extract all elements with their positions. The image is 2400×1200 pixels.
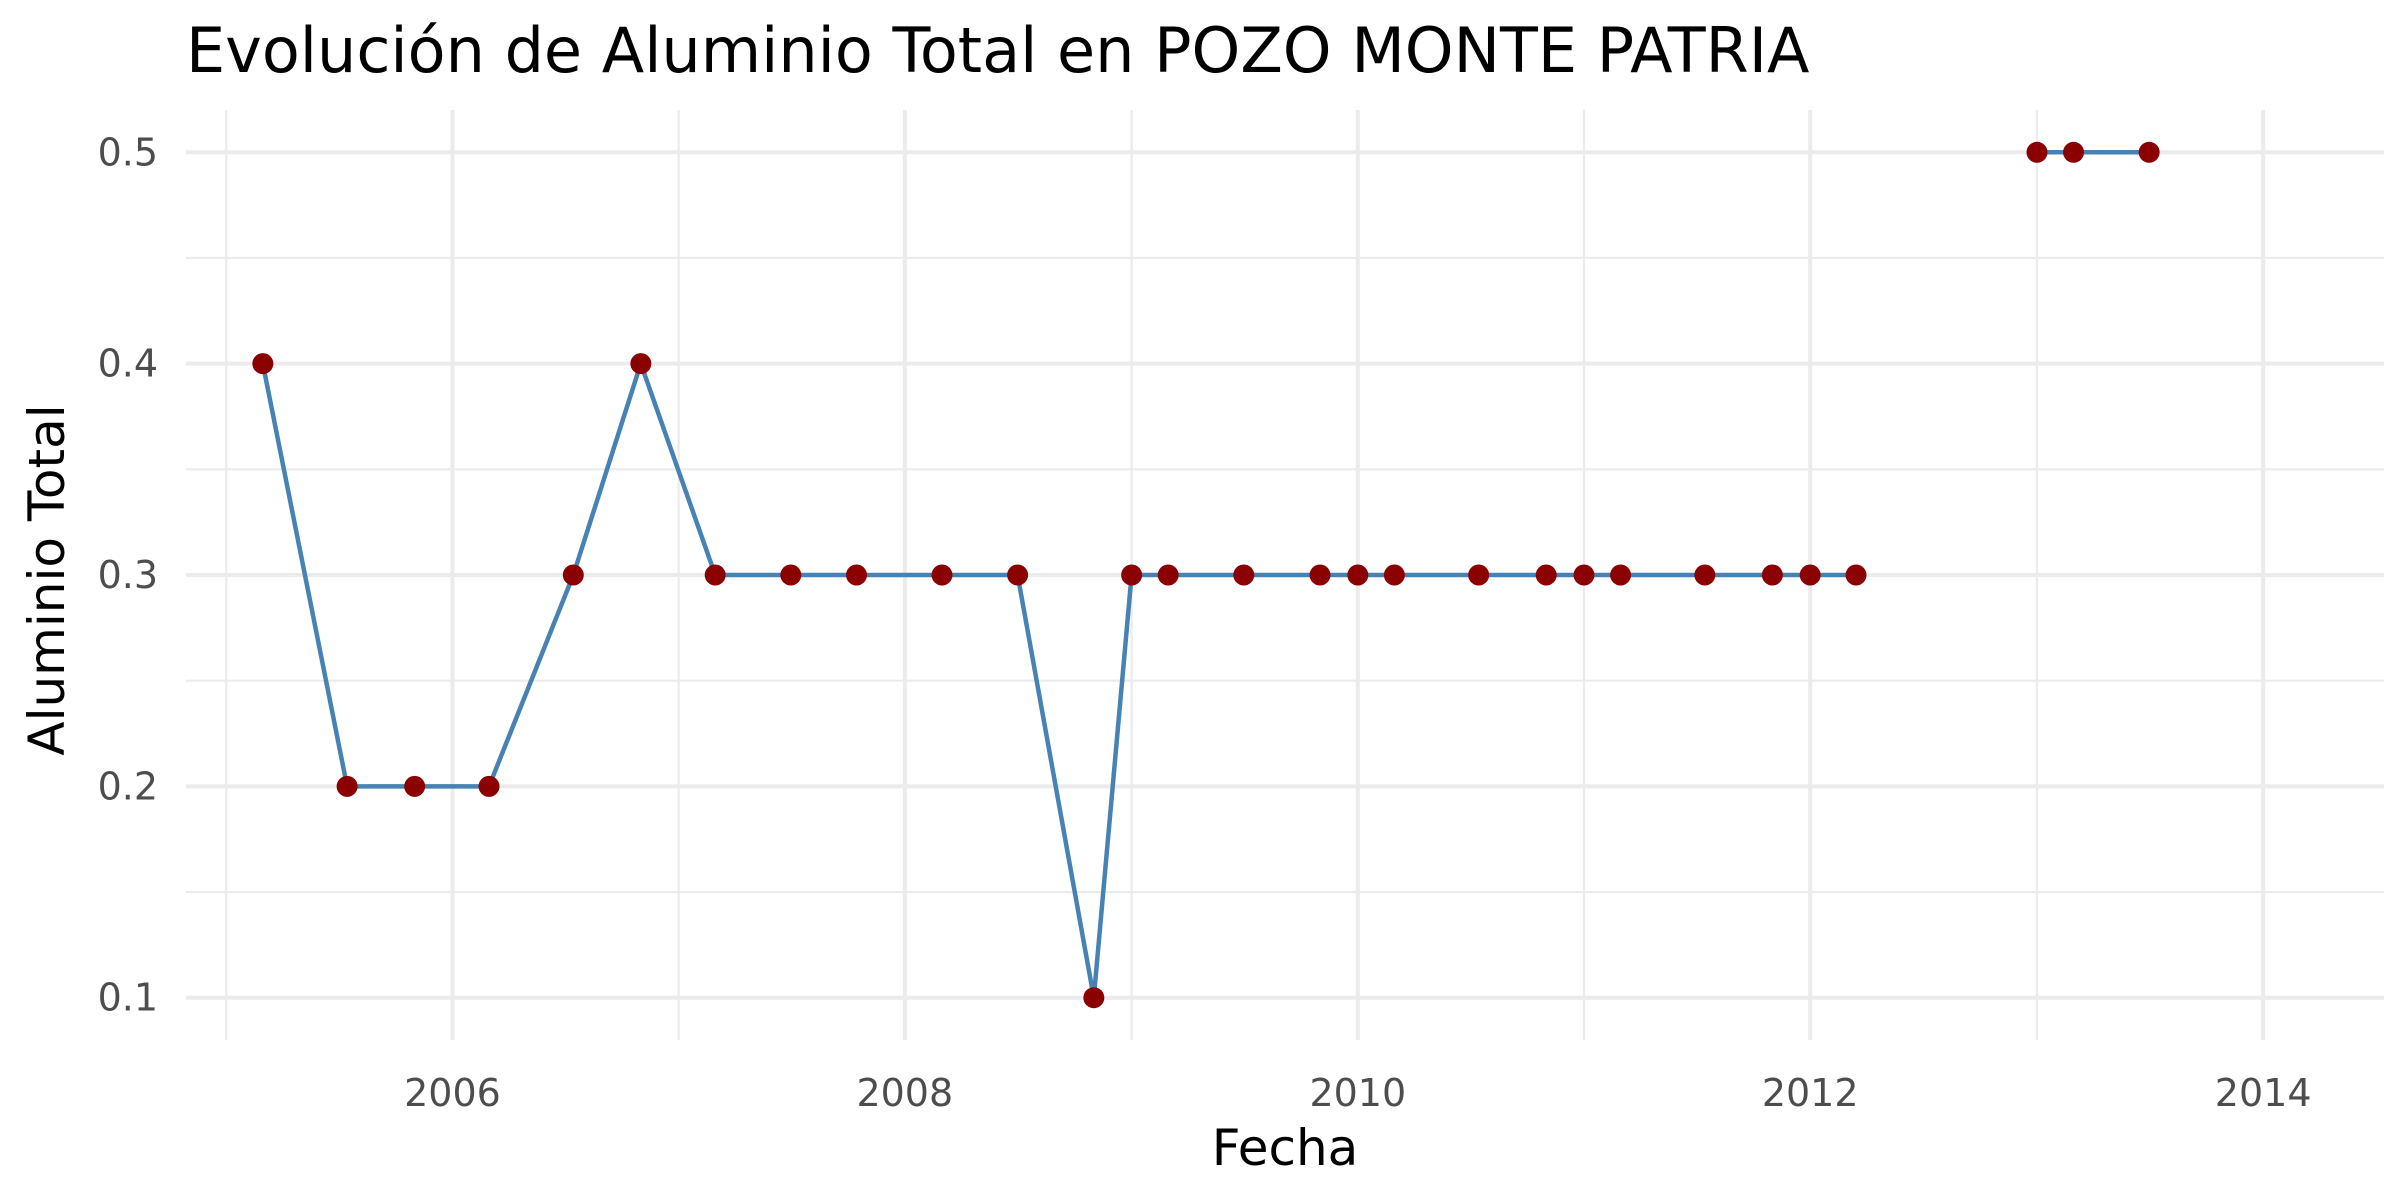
data-point <box>630 353 652 375</box>
y-tick-label: 0.5 <box>98 130 158 174</box>
data-point <box>1347 564 1369 586</box>
data-point <box>780 564 802 586</box>
data-point <box>931 564 953 586</box>
data-point <box>2063 141 2085 163</box>
data-point <box>1845 564 1867 586</box>
x-axis-title: Fecha <box>1212 1119 1359 1177</box>
data-point <box>704 564 726 586</box>
data-point <box>336 775 358 797</box>
data-point <box>1610 564 1632 586</box>
data-point <box>1535 564 1557 586</box>
data-point <box>1121 564 1143 586</box>
data-point <box>1383 564 1405 586</box>
data-points <box>252 141 2160 1009</box>
x-tick-label: 2006 <box>404 1071 501 1115</box>
x-tick-label: 2012 <box>1762 1071 1859 1115</box>
data-point <box>1007 564 1029 586</box>
data-point <box>1799 564 1821 586</box>
data-point <box>404 775 426 797</box>
chart-title: Evolución de Aluminio Total en POZO MONT… <box>186 14 1809 87</box>
data-point <box>1309 564 1331 586</box>
data-point <box>1761 564 1783 586</box>
y-tick-label: 0.3 <box>98 553 158 597</box>
data-point <box>845 564 867 586</box>
data-point <box>2138 141 2160 163</box>
data-point <box>252 353 274 375</box>
data-point <box>2026 141 2048 163</box>
x-tick-label: 2014 <box>2215 1071 2312 1115</box>
x-tick-labels: 2006 2008 2010 2012 2014 <box>404 1071 2311 1115</box>
data-point <box>478 775 500 797</box>
x-tick-label: 2010 <box>1309 1071 1406 1115</box>
y-tick-label: 0.2 <box>98 764 158 808</box>
data-point <box>1573 564 1595 586</box>
data-point <box>1694 564 1716 586</box>
x-tick-label: 2008 <box>856 1071 953 1115</box>
data-point <box>1083 987 1105 1009</box>
data-point <box>562 564 584 586</box>
y-tick-labels: 0.1 0.2 0.3 0.4 0.5 <box>98 130 158 1019</box>
data-point <box>1233 564 1255 586</box>
data-point <box>1468 564 1490 586</box>
y-tick-label: 0.4 <box>98 342 158 386</box>
y-tick-label: 0.1 <box>98 976 158 1020</box>
y-axis-title: Aluminio Total <box>18 404 76 755</box>
data-point <box>1157 564 1179 586</box>
